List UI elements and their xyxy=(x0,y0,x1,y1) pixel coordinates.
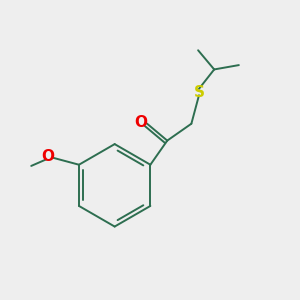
Text: S: S xyxy=(194,85,205,100)
Text: O: O xyxy=(134,115,147,130)
Text: O: O xyxy=(41,149,54,164)
